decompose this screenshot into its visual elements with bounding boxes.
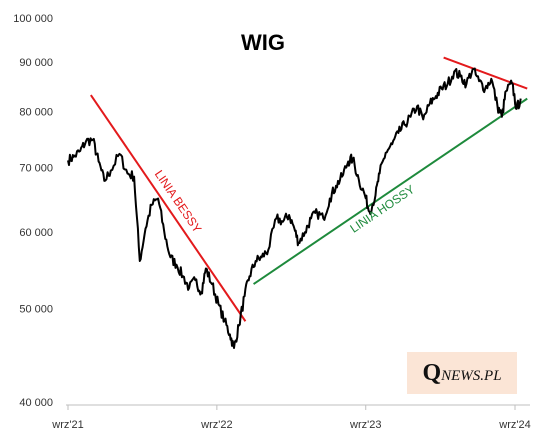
y-tick-label: 40 000 bbox=[19, 397, 53, 409]
wig-series-line bbox=[67, 67, 522, 349]
y-tick-label: 100 000 bbox=[13, 13, 53, 25]
trendline-0 bbox=[90, 94, 247, 322]
qnews-logo-text: QNEWS.PL bbox=[422, 360, 502, 386]
y-tick-label: 70 000 bbox=[19, 162, 53, 174]
x-tick-label: wrz'24 bbox=[498, 419, 530, 431]
linia-hossy-label: LINIA HOSSY bbox=[347, 182, 417, 235]
trendline-1 bbox=[253, 97, 528, 285]
trendlines bbox=[90, 56, 528, 322]
qnews-logo: QNEWS.PL bbox=[407, 352, 517, 394]
x-tick-label: wrz'21 bbox=[51, 419, 83, 431]
y-axis: 40 000 50 000 60 000 70 000 80 000 90 000 100 … bbox=[13, 13, 53, 409]
y-tick-label: 90 000 bbox=[19, 57, 53, 69]
x-tick-label: wrz'23 bbox=[349, 419, 381, 431]
chart-title: WIG bbox=[241, 30, 285, 55]
x-axis: wrz'21 wrz'22 wrz'23 wrz'24 bbox=[51, 404, 531, 431]
x-tick-label: wrz'22 bbox=[200, 419, 232, 431]
y-tick-label: 50 000 bbox=[19, 303, 53, 315]
y-tick-label: 60 000 bbox=[19, 227, 53, 239]
y-tick-label: 80 000 bbox=[19, 107, 53, 119]
